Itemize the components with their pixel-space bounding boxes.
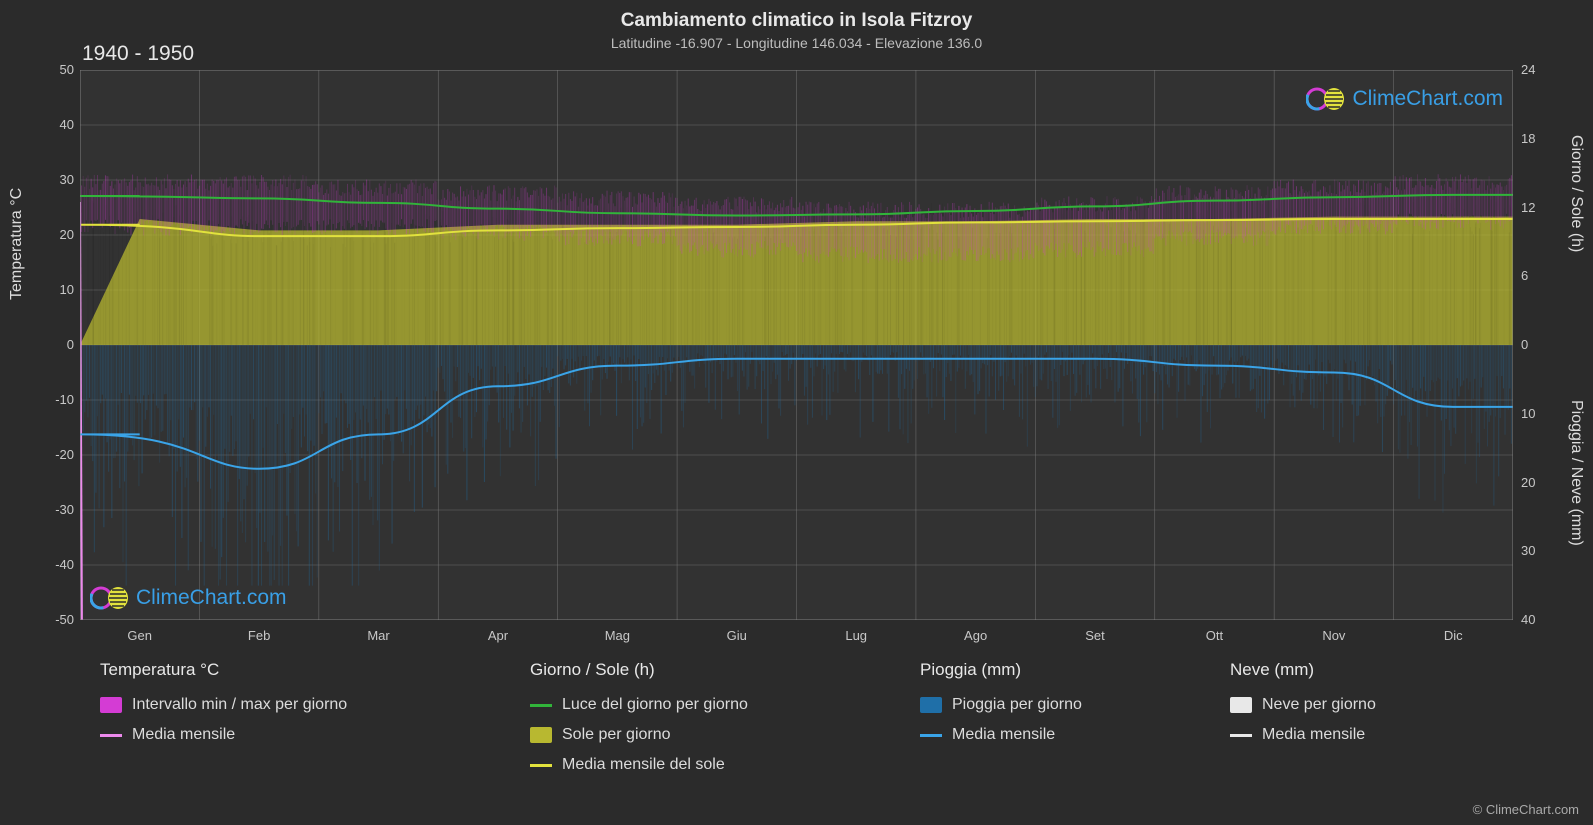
legend-label: Media mensile [952, 726, 1055, 744]
x-month-tick: Giu [719, 628, 755, 643]
legend-line [1230, 734, 1252, 737]
copyright-text: © ClimeChart.com [1473, 802, 1579, 817]
legend-label: Pioggia per giorno [952, 696, 1082, 714]
x-month-tick: Ago [958, 628, 994, 643]
y-right-top-tick: 6 [1521, 268, 1528, 283]
y-left-tick: -40 [36, 557, 74, 572]
legend-item: Neve per giorno [1230, 696, 1490, 714]
climechart-logo-top: ClimeChart.com [1306, 86, 1503, 112]
year-range: 1940 - 1950 [82, 42, 194, 66]
x-month-tick: Feb [241, 628, 277, 643]
y-left-axis-label: Temperatura °C [8, 188, 26, 300]
legend-header: Neve (mm) [1230, 660, 1490, 680]
x-month-tick: Dic [1435, 628, 1471, 643]
x-month-tick: Nov [1316, 628, 1352, 643]
x-month-tick: Apr [480, 628, 516, 643]
climate-chart-container: Cambiamento climatico in Isola Fitzroy L… [0, 0, 1593, 825]
y-right-top-tick: 18 [1521, 131, 1535, 146]
y-right-bot-tick: 20 [1521, 475, 1535, 490]
y-left-tick: 40 [36, 117, 74, 132]
y-left-tick: 10 [36, 282, 74, 297]
y-left-tick: -20 [36, 447, 74, 462]
legend-line [100, 734, 122, 737]
y-left-tick: -10 [36, 392, 74, 407]
legend-col-snow: Neve (mm) Neve per giorno Media mensile [1230, 660, 1490, 774]
y-right-top-tick: 0 [1521, 337, 1528, 352]
logo-icon [90, 585, 130, 611]
climechart-logo-bottom: ClimeChart.com [90, 585, 287, 611]
x-month-tick: Mag [599, 628, 635, 643]
legend-label: Media mensile [1262, 726, 1365, 744]
legend-header: Giorno / Sole (h) [530, 660, 900, 680]
x-month-tick: Gen [122, 628, 158, 643]
legend-col-temperature: Temperatura °C Intervallo min / max per … [100, 660, 510, 774]
legend-label: Intervallo min / max per giorno [132, 696, 347, 714]
legend-header: Temperatura °C [100, 660, 510, 680]
y-right-top-axis-label: Giorno / Sole (h) [1567, 135, 1585, 252]
x-month-tick: Lug [838, 628, 874, 643]
legend-item: Media mensile del sole [530, 756, 900, 774]
y-right-bot-tick: 40 [1521, 612, 1535, 627]
legend-swatch [530, 727, 552, 743]
legend-swatch [920, 697, 942, 713]
chart-legend: Temperatura °C Intervallo min / max per … [100, 660, 1500, 774]
legend-col-daylight: Giorno / Sole (h) Luce del giorno per gi… [530, 660, 900, 774]
logo-text: ClimeChart.com [1352, 87, 1503, 111]
legend-item: Sole per giorno [530, 726, 900, 744]
chart-title: Cambiamento climatico in Isola Fitzroy [0, 10, 1593, 32]
y-left-tick: 20 [36, 227, 74, 242]
legend-header: Pioggia (mm) [920, 660, 1210, 680]
y-left-tick: -30 [36, 502, 74, 517]
y-right-top-tick: 12 [1521, 200, 1535, 215]
legend-item: Media mensile [100, 726, 510, 744]
legend-item: Media mensile [1230, 726, 1490, 744]
legend-swatch [1230, 697, 1252, 713]
x-month-tick: Ott [1196, 628, 1232, 643]
logo-text: ClimeChart.com [136, 586, 287, 610]
legend-label: Neve per giorno [1262, 696, 1376, 714]
chart-plot-area: 50403020100-10-20-30-40-5024181260102030… [80, 70, 1513, 620]
legend-line [530, 764, 552, 767]
legend-item: Media mensile [920, 726, 1210, 744]
y-right-bot-axis-label: Pioggia / Neve (mm) [1567, 400, 1585, 546]
y-right-top-tick: 24 [1521, 62, 1535, 77]
logo-icon [1306, 86, 1346, 112]
legend-label: Media mensile [132, 726, 235, 744]
x-month-tick: Set [1077, 628, 1113, 643]
legend-label: Sole per giorno [562, 726, 671, 744]
legend-line [530, 704, 552, 707]
legend-item: Intervallo min / max per giorno [100, 696, 510, 714]
y-left-tick: 30 [36, 172, 74, 187]
chart-svg [80, 70, 1513, 620]
legend-line [920, 734, 942, 737]
legend-col-rain: Pioggia (mm) Pioggia per giorno Media me… [920, 660, 1210, 774]
y-left-tick: 50 [36, 62, 74, 77]
y-left-tick: 0 [36, 337, 74, 352]
legend-item: Pioggia per giorno [920, 696, 1210, 714]
legend-swatch [100, 697, 122, 713]
x-month-tick: Mar [361, 628, 397, 643]
y-right-bot-tick: 30 [1521, 543, 1535, 558]
y-right-bot-tick: 10 [1521, 406, 1535, 421]
legend-item: Luce del giorno per giorno [530, 696, 900, 714]
chart-subtitle: Latitudine -16.907 - Longitudine 146.034… [0, 35, 1593, 51]
legend-label: Media mensile del sole [562, 756, 725, 774]
y-left-tick: -50 [36, 612, 74, 627]
legend-label: Luce del giorno per giorno [562, 696, 748, 714]
